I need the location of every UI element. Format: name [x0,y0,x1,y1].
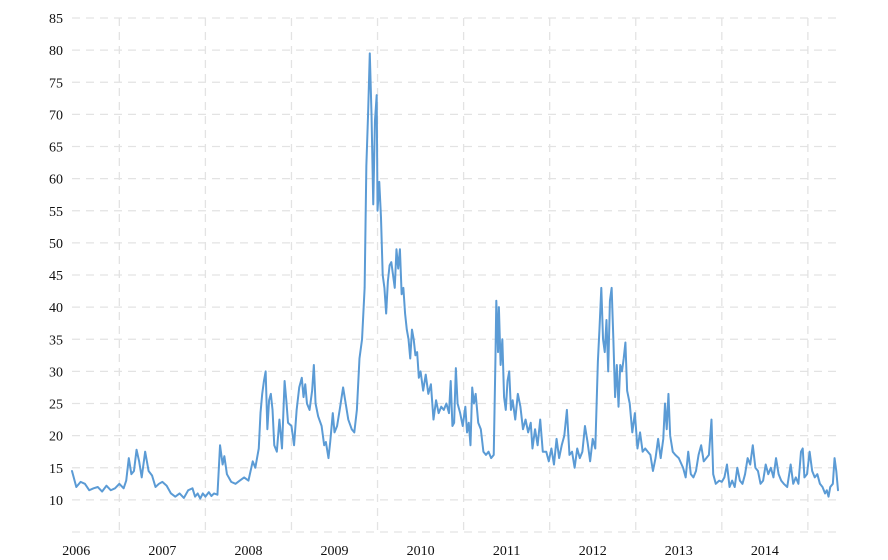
y-tick-label: 65 [49,141,63,156]
y-tick-label: 80 [49,44,63,59]
y-tick-label: 10 [49,494,63,509]
y-tick-label: 40 [49,301,63,316]
y-tick-label: 25 [49,398,63,413]
y-tick-label: 85 [49,12,63,27]
x-tick-label: 2013 [665,544,693,559]
x-tick-label: 2011 [493,544,520,559]
series-line [71,52,839,500]
y-tick-label: 75 [49,76,63,91]
y-tick-label: 30 [49,365,63,380]
y-tick-label: 70 [49,108,63,123]
y-tick-label: 35 [49,333,63,348]
x-tick-label: 2007 [148,544,176,559]
x-tick-label: 2008 [234,544,262,559]
x-axis-ticks: 2006 2007 2008 2009 2010 2011 2012 2013 2014 [62,544,779,559]
y-tick-label: 60 [49,173,63,188]
x-tick-label: 2009 [321,544,349,559]
y-tick-label: 15 [49,462,63,477]
y-tick-label: 20 [49,430,63,445]
y-tick-label: 50 [49,237,63,252]
y-tick-label: 55 [49,205,63,220]
grid [72,17,838,533]
y-tick-label: 45 [49,269,63,284]
x-tick-label: 2006 [62,544,90,559]
x-tick-label: 2012 [579,544,607,559]
y-axis-ticks: 10 15 20 25 30 35 40 45 50 55 60 65 70 75 80 85 [49,12,63,509]
x-tick-label: 2014 [751,544,779,559]
x-tick-label: 2010 [407,544,435,559]
